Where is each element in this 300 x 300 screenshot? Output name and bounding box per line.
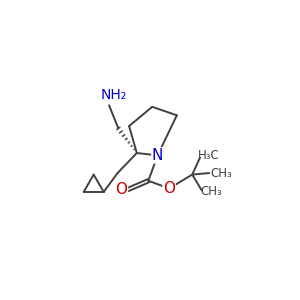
- Text: N: N: [152, 148, 163, 163]
- Text: H₃C: H₃C: [198, 149, 219, 162]
- Text: O: O: [163, 181, 175, 196]
- Text: CH₃: CH₃: [200, 185, 222, 198]
- Text: CH₃: CH₃: [210, 167, 232, 180]
- Text: NH₂: NH₂: [100, 88, 127, 102]
- Text: O: O: [116, 182, 128, 197]
